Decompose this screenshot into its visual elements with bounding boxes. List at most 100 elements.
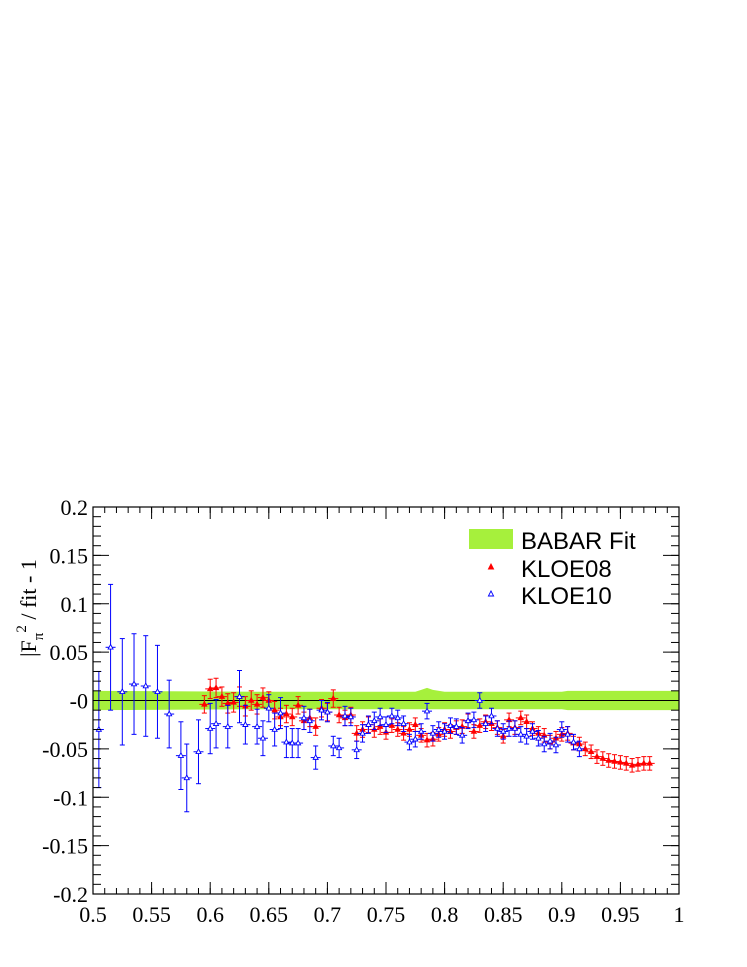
open-triangle-marker (330, 742, 337, 749)
open-triangle-marker (253, 722, 261, 729)
open-triangle-marker (517, 730, 525, 737)
kloe08-point (287, 707, 298, 727)
filled-triangle-marker (230, 698, 237, 705)
open-triangle-marker (224, 722, 232, 729)
kloe10-point (304, 708, 315, 733)
open-triangle-marker (359, 729, 366, 736)
x-tick-label: 0.6 (196, 902, 224, 927)
filled-triangle-marker (312, 722, 319, 729)
open-triangle-marker (154, 688, 161, 695)
kloe08-point (586, 744, 597, 760)
kloe10-point (439, 723, 450, 740)
open-triangle-marker (206, 724, 214, 731)
kloe10-point (193, 719, 204, 785)
x-tick-label: 0.5 (79, 902, 107, 927)
kloe08-point (328, 689, 339, 708)
legend-label: KLOE10 (521, 583, 612, 610)
filled-triangle-marker (400, 729, 407, 736)
kloe10-point (381, 716, 391, 733)
kloe10-point (468, 711, 479, 729)
kloe08-point (334, 706, 345, 724)
kloe10-point (386, 707, 397, 725)
kloe10-point (533, 729, 544, 747)
open-triangle-marker (423, 707, 431, 714)
open-triangle-marker (488, 712, 495, 719)
kloe10-point (252, 708, 263, 745)
kloe08-point (392, 722, 403, 737)
kloe08-point (386, 718, 397, 733)
open-triangle-marker (376, 713, 384, 720)
filled-triangle-marker (599, 754, 607, 761)
open-triangle-marker (312, 753, 319, 760)
kloe10-point (275, 697, 286, 730)
open-triangle-marker (529, 727, 536, 734)
open-triangle-marker (540, 740, 548, 747)
y-tick-label: -0.05 (42, 737, 88, 762)
open-triangle-marker (130, 680, 138, 687)
kloe10-point (117, 638, 128, 746)
kloe08-point (216, 686, 227, 707)
kloe10-point (568, 733, 579, 751)
kloe10-point (492, 720, 503, 737)
kloe08-point (515, 710, 526, 726)
open-triangle-marker (458, 731, 466, 738)
x-tick-label: 0.85 (484, 902, 523, 927)
x-tick-label: 0.8 (431, 902, 459, 927)
kloe10-point (410, 730, 421, 748)
open-triangle-marker (119, 688, 126, 695)
kloe10-point (515, 726, 526, 743)
open-triangle-marker (212, 719, 220, 726)
open-triangle-marker (142, 682, 149, 689)
kloe10-point (105, 583, 116, 711)
open-triangle-marker (417, 727, 425, 734)
kloe10-point (316, 700, 327, 721)
filled-triangle-marker (623, 759, 630, 766)
filled-triangle-marker (212, 684, 220, 691)
open-triangle-marker (242, 720, 249, 727)
kloe10-point (539, 735, 550, 753)
kloe10-point (422, 702, 433, 720)
kloe08-point (257, 687, 268, 708)
legend-swatch-marker (487, 590, 495, 597)
open-triangle-marker (236, 692, 243, 699)
y-tick-label: -0.15 (42, 834, 88, 859)
kloe10-point (322, 701, 333, 723)
kloe08-point (468, 724, 479, 739)
filled-triangle-marker (517, 714, 525, 721)
kloe10-point (480, 715, 491, 732)
kloe10-point (234, 670, 245, 724)
open-triangle-marker (324, 708, 331, 715)
open-triangle-marker (441, 727, 448, 734)
open-triangle-marker (552, 741, 560, 748)
kloe08-point (211, 677, 222, 699)
filled-triangle-marker (218, 692, 226, 699)
open-triangle-marker (494, 724, 501, 731)
kloe10-point (357, 724, 368, 743)
x-tick-label: 0.65 (250, 902, 289, 927)
kloe10-point (392, 709, 403, 727)
kloe08-point (246, 690, 257, 711)
open-triangle-marker (570, 738, 577, 745)
kloe10-point (521, 728, 532, 745)
kloe08-point (603, 753, 614, 768)
kloe10-point (486, 707, 497, 725)
filled-triangle-marker (593, 752, 601, 759)
open-triangle-marker (435, 725, 442, 732)
kloe10-point (369, 711, 380, 731)
open-triangle-marker (523, 732, 530, 739)
kloe08-point (621, 756, 632, 771)
kloe10-point (527, 723, 538, 740)
open-triangle-marker (535, 734, 542, 741)
kloe10-point (205, 702, 216, 755)
filled-triangle-marker (288, 713, 296, 720)
kloe10-point (345, 707, 356, 727)
kloe10-point (550, 736, 561, 754)
kloe10-point (545, 732, 556, 750)
open-triangle-marker (394, 714, 401, 721)
open-triangle-marker (400, 719, 407, 726)
series-kloe10 (93, 583, 585, 813)
open-triangle-marker (107, 643, 114, 650)
open-triangle-marker (353, 746, 360, 753)
open-triangle-marker (335, 744, 343, 751)
